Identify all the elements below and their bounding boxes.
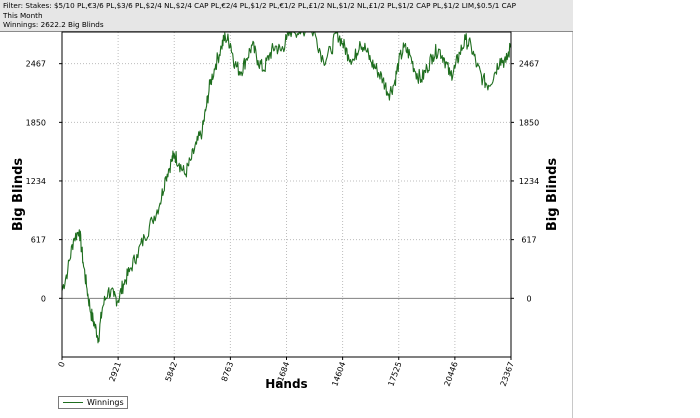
series-line-winnings — [61, 31, 512, 344]
y-tick-label-left: 2467 — [26, 60, 46, 69]
x-tick-label: 8763 — [220, 361, 235, 383]
legend: Winnings — [58, 396, 128, 409]
x-tick-label: 14604 — [330, 361, 347, 388]
filter-info-bar: Filter: Stakes: $5/10 PL,€3/6 PL,$3/6 PL… — [0, 0, 573, 32]
x-tick-label: 5842 — [164, 361, 179, 383]
winnings-chart: 0 0 617 617 1234 1234 1850 1850 2467 2467 0 2921 584… — [11, 31, 560, 391]
x-tick-label: 17525 — [386, 361, 403, 388]
period-text: This Month — [3, 10, 43, 20]
y-tick-label-right: 1850 — [519, 118, 539, 127]
y-tick-label-right: 1234 — [519, 177, 539, 186]
y-axis-label-right: Big Blinds — [545, 158, 560, 232]
y-tick-label-right: 617 — [521, 236, 536, 245]
tick-labels: 0 0 617 617 1234 1234 1850 1850 2467 2467 0 2921 584… — [26, 60, 540, 388]
y-tick-label-left: 0 — [41, 294, 46, 303]
legend-swatch-winnings — [63, 402, 83, 403]
x-tick-label: 2921 — [108, 361, 123, 383]
x-tick-label: 23367 — [499, 361, 516, 388]
legend-label-winnings: Winnings — [87, 398, 124, 407]
y-tick-label-left: 1234 — [26, 177, 46, 186]
plot-border — [61, 31, 512, 358]
x-axis-label: Hands — [265, 377, 307, 391]
y-tick-label-left: 617 — [31, 236, 46, 245]
grid — [62, 32, 511, 357]
filter-text: Filter: Stakes: $5/10 PL,€3/6 PL,$3/6 PL… — [3, 1, 516, 10]
x-tick-label: 0 — [57, 361, 67, 369]
y-tick-label-left: 1850 — [26, 118, 46, 127]
y-axis-label-left: Big Blinds — [11, 158, 26, 232]
y-tick-label-right: 0 — [526, 294, 531, 303]
winnings-text: Winnings: 2622.2 Big Blinds — [3, 20, 104, 30]
x-tick-label: 20446 — [443, 361, 460, 388]
y-tick-label-right: 2467 — [519, 60, 539, 69]
chart-window: Filter: Stakes: $5/10 PL,€3/6 PL,$3/6 PL… — [0, 0, 573, 418]
series-layer — [61, 31, 512, 344]
